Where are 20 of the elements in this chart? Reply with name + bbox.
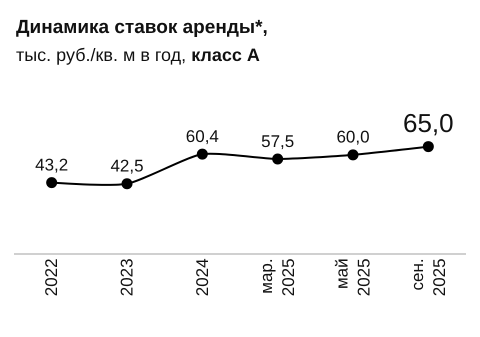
x-tick-label: сен. 2025 <box>408 258 449 296</box>
chart-subtitle: тыс. руб./кв. м в год, класс А <box>16 45 260 65</box>
data-label: 42,5 <box>110 156 144 176</box>
data-label: 43,2 <box>35 155 68 174</box>
x-tick-label: 2024 <box>192 258 212 296</box>
point <box>272 153 284 164</box>
data-label: 65,0 <box>403 108 454 138</box>
x-tick-label: май 2025 <box>332 258 374 296</box>
point <box>196 148 208 160</box>
x-tick-label: 2023 <box>118 258 137 296</box>
point <box>422 141 434 152</box>
data-label: 57,5 <box>261 132 294 151</box>
x-tick-label: 2022 <box>42 258 62 296</box>
chart-title: Динамика ставок аренды*, <box>16 17 268 38</box>
x-tick-label: мар. 2025 <box>257 258 298 296</box>
point <box>46 177 58 188</box>
data-label: 60,0 <box>336 128 370 147</box>
point <box>122 178 132 190</box>
data-label: 60,4 <box>186 127 219 146</box>
point <box>348 149 358 160</box>
